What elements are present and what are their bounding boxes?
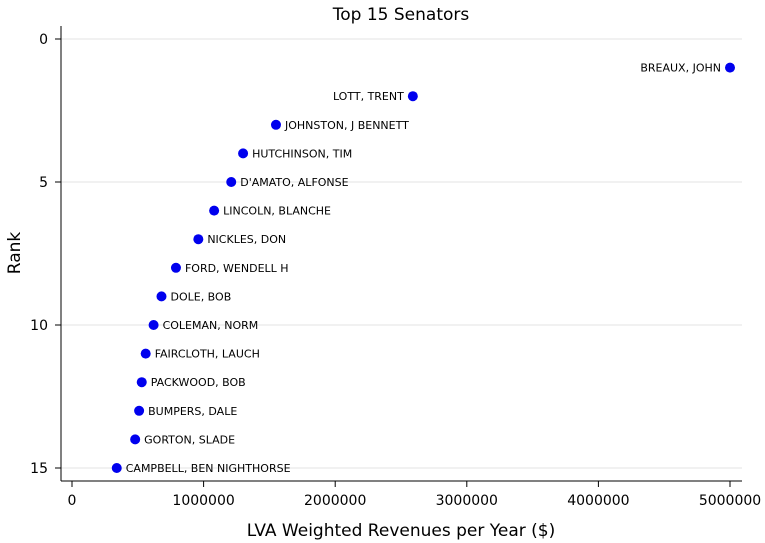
x-tick-label: 0 xyxy=(68,493,77,509)
y-tick-label: 5 xyxy=(39,175,48,191)
data-point xyxy=(226,177,237,187)
data-points: BREAUX, JOHN LOTT, TRENT JOHNSTON, J BENNE… xyxy=(111,62,735,475)
data-point xyxy=(407,91,418,102)
x-axis-ticks: 0 1000000 2000000 3000000 4000000 5000000 xyxy=(68,481,761,509)
y-tick-label: 10 xyxy=(30,318,48,334)
x-tick-label: 2000000 xyxy=(304,493,366,509)
data-point xyxy=(156,291,167,302)
point-label: DOLE, BOB xyxy=(170,290,231,303)
chart-title: Top 15 Senators xyxy=(332,5,470,25)
point-label: PACKWOOD, BOB xyxy=(151,376,246,389)
x-tick-label: 4000000 xyxy=(567,493,629,509)
y-axis-ticks: 0 5 10 15 xyxy=(30,32,61,477)
point-label: CAMPBELL, BEN NIGHTHORSE xyxy=(126,462,291,475)
point-label: GORTON, SLADE xyxy=(144,433,235,446)
point-label: COLEMAN, NORM xyxy=(163,319,259,332)
data-point xyxy=(140,348,151,359)
point-label: FAIRCLOTH, LAUCH xyxy=(155,348,260,361)
point-label: JOHNSTON, J BENNETT xyxy=(284,119,409,132)
data-point xyxy=(134,405,145,416)
x-axis-title: LVA Weighted Revenues per Year ($) xyxy=(247,521,555,541)
data-point xyxy=(209,205,220,216)
y-tick-label: 0 xyxy=(39,32,48,48)
point-label: LOTT, TRENT xyxy=(333,90,404,103)
point-label: NICKLES, DON xyxy=(207,233,286,246)
data-point xyxy=(725,62,735,73)
point-label: BREAUX, JOHN xyxy=(640,62,721,75)
data-point xyxy=(270,119,281,130)
point-label: FORD, WENDELL H xyxy=(185,262,289,275)
data-point xyxy=(238,148,249,159)
x-tick-label: 3000000 xyxy=(436,493,498,509)
x-tick-label: 5000000 xyxy=(699,493,761,509)
point-label: BUMPERS, DALE xyxy=(148,405,237,418)
point-label: D'AMATO, ALFONSE xyxy=(240,176,348,189)
gridlines xyxy=(61,38,742,469)
data-point xyxy=(130,434,141,445)
data-point xyxy=(136,377,147,388)
data-point xyxy=(193,234,204,245)
x-tick-label: 1000000 xyxy=(172,493,234,509)
data-point xyxy=(148,320,159,330)
point-label: LINCOLN, BLANCHE xyxy=(223,205,331,218)
point-label: HUTCHINSON, TIM xyxy=(252,147,352,160)
data-point xyxy=(170,262,181,273)
data-point xyxy=(111,463,122,473)
y-axis-title: Rank xyxy=(5,232,25,275)
y-tick-label: 15 xyxy=(30,461,48,477)
